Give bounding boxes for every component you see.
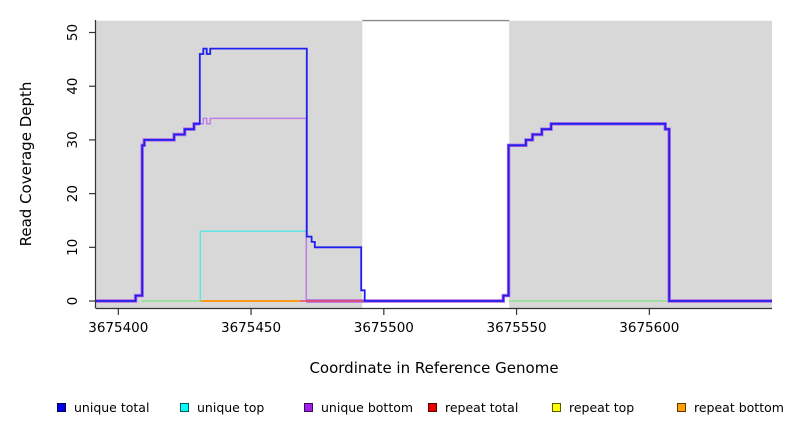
y-axis-tick-label: 10 <box>65 239 81 256</box>
legend-item-unique-bottom: unique bottom <box>304 399 413 415</box>
legend-label: unique total <box>74 399 150 415</box>
legend-swatch-icon <box>428 402 437 412</box>
y-axis-tick-label: 20 <box>65 185 81 202</box>
legend-item-unique-total: unique total <box>57 399 149 415</box>
legend-label: repeat total <box>445 399 519 415</box>
x-axis-tick-label: 3675550 <box>487 320 547 336</box>
y-axis-tick-label: 30 <box>65 131 81 148</box>
shaded-region <box>509 20 772 309</box>
legend-swatch-icon <box>304 402 313 412</box>
y-axis-tick-label: 0 <box>65 297 81 306</box>
x-axis-tick-label: 3675500 <box>354 320 414 336</box>
x-axis-tick-label: 3675600 <box>619 320 679 336</box>
legend-item-unique-top: unique top <box>180 399 264 415</box>
x-axis-tick-label: 3675400 <box>88 320 148 336</box>
legend-swatch-icon <box>57 402 66 412</box>
series-unique-bottom-line <box>199 117 308 301</box>
legend-item-repeat-top: repeat top <box>552 399 634 415</box>
series-unique-total-line <box>96 47 772 302</box>
legend-swatch-icon <box>180 402 189 412</box>
y-axis-tick-label: 40 <box>65 78 81 95</box>
legend-swatch-icon <box>552 402 561 412</box>
x-axis-title: Coordinate in Reference Genome <box>309 359 559 377</box>
y-axis-tick-label: 50 <box>65 24 81 41</box>
legend-item-repeat-bottom: repeat bottom <box>677 399 784 415</box>
legend-label: unique top <box>197 399 265 415</box>
legend-label: repeat bottom <box>694 399 784 415</box>
legend-label: repeat top <box>569 399 635 415</box>
y-axis-title: Read Coverage Depth <box>17 81 35 247</box>
legend-item-repeat-total: repeat total <box>428 399 518 415</box>
shaded-region <box>96 20 363 309</box>
x-axis-tick-label: 3675450 <box>221 320 281 336</box>
legend-label: unique bottom <box>321 399 414 415</box>
legend-swatch-icon <box>677 402 686 412</box>
coverage-plot: 3675400 3675450 3675500 3675550 3675600 0 10 20… <box>65 19 772 336</box>
